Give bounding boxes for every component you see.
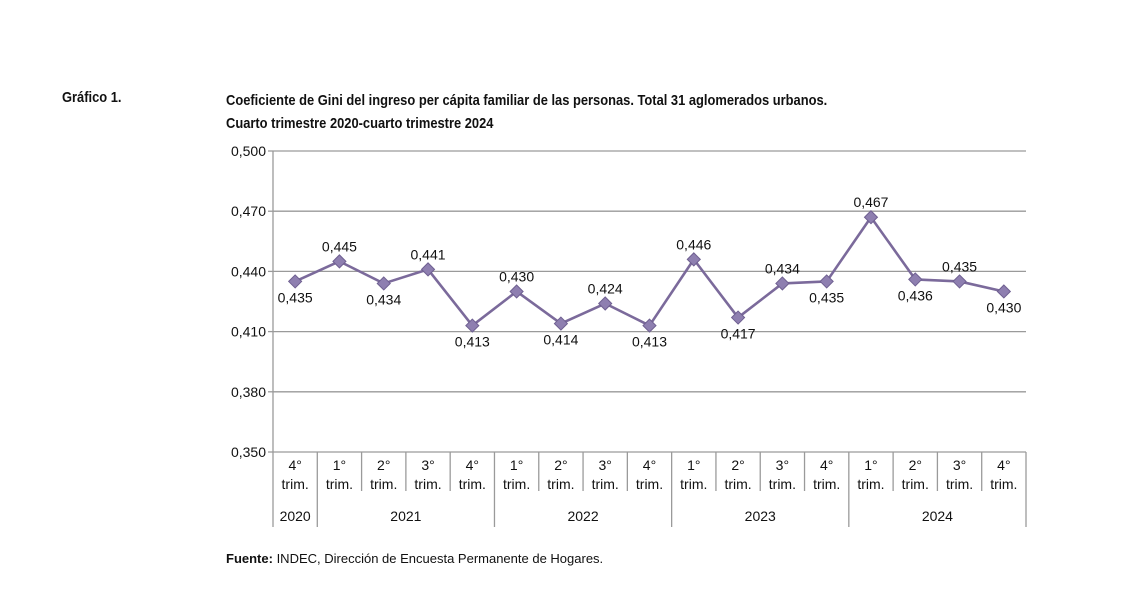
data-label: 0,424 — [588, 281, 623, 297]
data-point-marker — [775, 276, 790, 291]
data-point-marker — [642, 318, 657, 333]
chart-title: Coeficiente de Gini del ingreso per cápi… — [226, 92, 828, 109]
data-point-marker — [509, 284, 524, 299]
x-tick-unit: trim. — [370, 476, 397, 492]
x-tick-quarter: 1° — [687, 457, 700, 473]
x-year-label: 2020 — [280, 508, 311, 524]
source-text: INDEC, Dirección de Encuesta Permanente … — [272, 551, 604, 566]
x-tick-quarter: 1° — [510, 457, 523, 473]
data-labels: 0,435 0,445 0,434 0,441 0,413 0,430 0,414 0,424… — [278, 194, 1022, 349]
data-point-marker — [863, 210, 879, 225]
data-point-marker — [952, 274, 967, 289]
y-axis-ticks: 0,500 0,470 0,440 0,410 0,380 0,350 — [231, 143, 273, 460]
source-label: Fuente: — [226, 551, 273, 566]
data-label: 0,414 — [543, 332, 578, 348]
data-point-marker — [819, 274, 834, 289]
x-year-label: 2023 — [745, 508, 776, 524]
data-point-marker — [465, 318, 480, 333]
x-tick-quarter: 2° — [731, 457, 744, 473]
data-label: 0,417 — [721, 326, 756, 342]
x-year-label: 2024 — [922, 508, 953, 524]
data-label: 0,430 — [499, 268, 534, 284]
x-tick-quarter: 1° — [864, 457, 877, 473]
figure-label: Gráfico 1. — [62, 89, 122, 106]
y-tick-label: 0,470 — [231, 203, 266, 219]
y-tick-label: 0,500 — [231, 143, 266, 159]
x-tick-unit: trim. — [680, 476, 707, 492]
x-tick-quarter: 1° — [333, 457, 346, 473]
data-label: 0,413 — [632, 334, 667, 350]
x-tick-quarter: 4° — [643, 457, 656, 473]
x-tick-quarter: 3° — [953, 457, 966, 473]
data-point-marker — [730, 310, 746, 325]
x-tick-unit: trim. — [990, 476, 1017, 492]
data-point-marker — [597, 296, 613, 311]
chart-title-block: Coeficiente de Gini del ingreso per cápi… — [226, 89, 827, 135]
series-line — [287, 210, 1012, 333]
data-label: 0,434 — [765, 260, 800, 276]
x-tick-unit: trim. — [946, 476, 973, 492]
x-tick-quarter: 4° — [288, 457, 301, 473]
x-year-label: 2022 — [567, 508, 598, 524]
data-label: 0,441 — [411, 246, 446, 262]
data-point-marker — [686, 252, 702, 267]
x-tick-quarter: 2° — [377, 457, 390, 473]
x-tick-unit: trim. — [769, 476, 796, 492]
x-tick-unit: trim. — [592, 476, 619, 492]
x-tick-unit: trim. — [459, 476, 486, 492]
x-tick-quarter: 2° — [909, 457, 922, 473]
x-tick-unit: trim. — [547, 476, 574, 492]
x-tick-unit: trim. — [503, 476, 530, 492]
x-tick-quarter: 4° — [466, 457, 479, 473]
y-tick-label: 0,440 — [231, 263, 266, 279]
data-point-marker — [332, 254, 347, 269]
source-note: Fuente: INDEC, Dirección de Encuesta Per… — [226, 551, 603, 566]
data-label: 0,467 — [853, 194, 888, 210]
data-label: 0,434 — [366, 291, 401, 307]
data-label: 0,446 — [676, 236, 711, 252]
data-label: 0,445 — [322, 238, 357, 254]
data-label: 0,413 — [455, 334, 490, 350]
y-tick-label: 0,410 — [231, 324, 266, 340]
data-point-marker — [553, 316, 569, 331]
x-tick-unit: trim. — [636, 476, 663, 492]
data-point-marker — [420, 262, 436, 277]
y-tick-label: 0,350 — [231, 444, 266, 460]
x-tick-quarter: 4° — [997, 457, 1010, 473]
x-tick-quarter: 3° — [599, 457, 612, 473]
x-tick-quarter: 3° — [776, 457, 789, 473]
data-point-marker — [908, 272, 923, 287]
data-point-marker — [287, 274, 303, 289]
data-label: 0,430 — [986, 299, 1021, 315]
x-axis: 4° trim. 1° trim. 2° trim. 3° trim. 4° trim. 1° tri… — [272, 151, 1027, 527]
x-tick-unit: trim. — [902, 476, 929, 492]
x-tick-quarter: 2° — [554, 457, 567, 473]
data-label: 0,435 — [809, 289, 844, 305]
x-tick-quarter: 3° — [421, 457, 434, 473]
x-tick-unit: trim. — [857, 476, 884, 492]
data-label: 0,435 — [278, 289, 313, 305]
x-tick-unit: trim. — [282, 476, 309, 492]
data-label: 0,435 — [942, 258, 977, 274]
x-year-label: 2021 — [390, 508, 421, 524]
x-tick-unit: trim. — [414, 476, 441, 492]
x-tick-quarter: 4° — [820, 457, 833, 473]
data-point-marker — [996, 284, 1012, 299]
x-tick-unit: trim. — [326, 476, 353, 492]
chart-subtitle: Cuarto trimestre 2020-cuarto trimestre 2… — [226, 115, 494, 132]
data-point-marker — [376, 276, 391, 291]
data-label: 0,436 — [898, 287, 933, 303]
x-tick-unit: trim. — [724, 476, 751, 492]
x-tick-unit: trim. — [813, 476, 840, 492]
y-tick-label: 0,380 — [231, 384, 266, 400]
